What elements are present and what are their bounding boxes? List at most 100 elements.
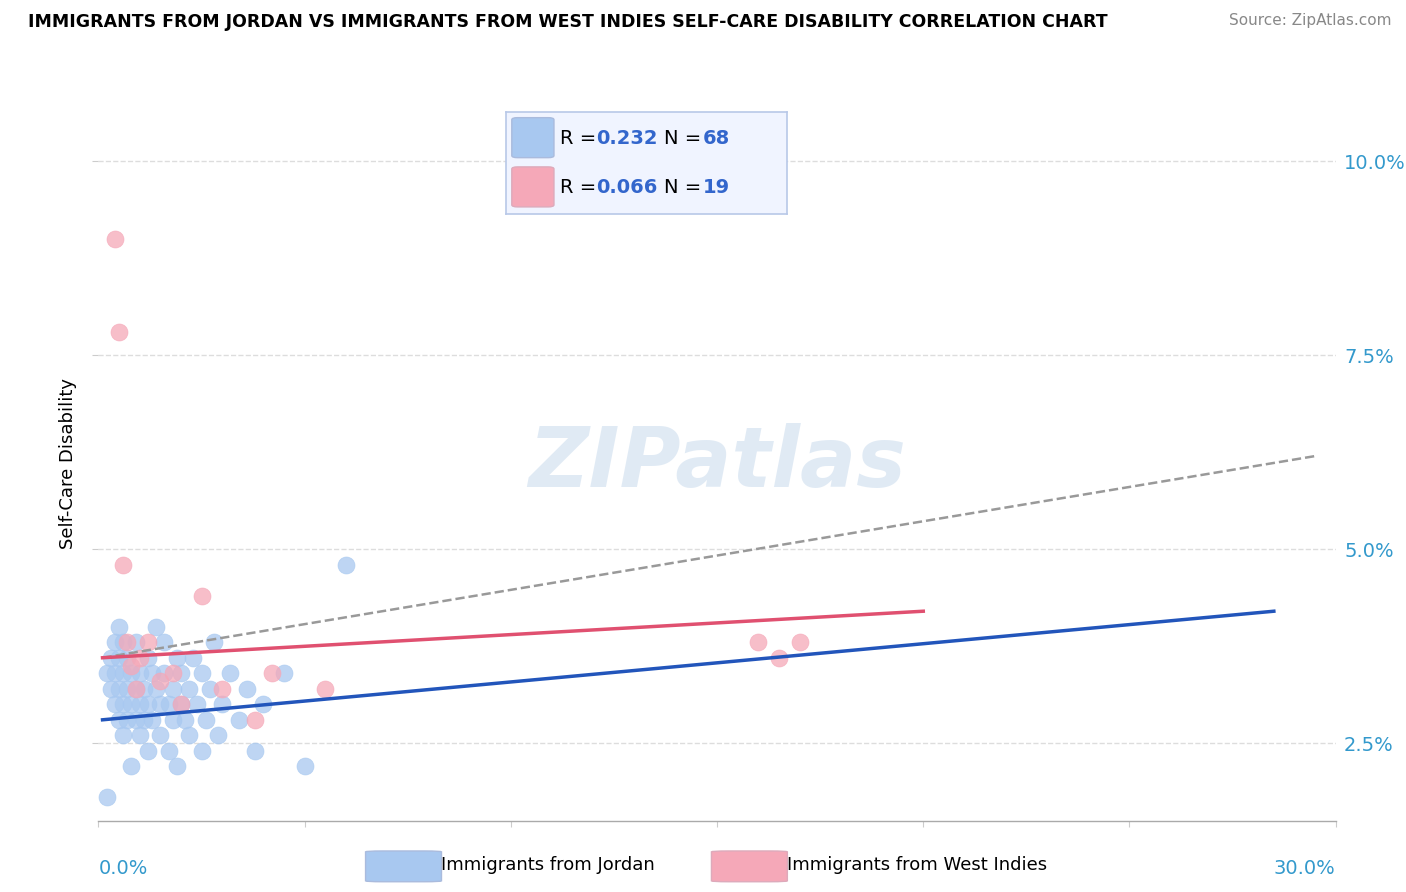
Point <box>194 713 217 727</box>
Point <box>108 681 131 696</box>
Point <box>104 698 127 712</box>
Text: IMMIGRANTS FROM JORDAN VS IMMIGRANTS FROM WEST INDIES SELF-CARE DISABILITY CORRE: IMMIGRANTS FROM JORDAN VS IMMIGRANTS FRO… <box>28 13 1108 31</box>
Point <box>108 713 131 727</box>
Point <box>104 635 127 649</box>
Point <box>174 713 197 727</box>
Point <box>179 681 201 696</box>
Point <box>243 713 266 727</box>
Text: 0.0%: 0.0% <box>98 859 148 879</box>
Point <box>170 666 193 681</box>
Point <box>132 713 155 727</box>
Point <box>211 698 233 712</box>
FancyBboxPatch shape <box>512 167 554 207</box>
Point <box>112 635 135 649</box>
Point <box>149 673 172 688</box>
Point <box>162 681 184 696</box>
Point <box>335 558 357 572</box>
Point <box>181 650 204 665</box>
Point <box>252 698 274 712</box>
Point <box>128 666 150 681</box>
Text: Immigrants from West Indies: Immigrants from West Indies <box>787 856 1047 874</box>
FancyBboxPatch shape <box>711 851 787 881</box>
Point <box>132 681 155 696</box>
Point <box>108 650 131 665</box>
Point <box>136 744 159 758</box>
Point <box>120 698 142 712</box>
Point <box>314 681 336 696</box>
Point <box>294 759 316 773</box>
Point <box>243 744 266 758</box>
Point <box>166 759 188 773</box>
Point <box>117 650 139 665</box>
Point <box>162 666 184 681</box>
Point <box>747 635 769 649</box>
Point <box>149 698 172 712</box>
Point <box>141 713 163 727</box>
Point <box>124 635 146 649</box>
Point <box>162 713 184 727</box>
Text: 0.232: 0.232 <box>596 128 658 148</box>
Point <box>108 620 131 634</box>
Point <box>236 681 259 696</box>
Text: 0.066: 0.066 <box>596 178 658 197</box>
Text: ZIPatlas: ZIPatlas <box>529 424 905 504</box>
Point <box>108 325 131 339</box>
Point <box>190 744 212 758</box>
Point <box>117 635 139 649</box>
Point <box>124 681 146 696</box>
Point <box>228 713 250 727</box>
Point <box>198 681 221 696</box>
Point <box>104 666 127 681</box>
Point <box>273 666 295 681</box>
Point <box>117 713 139 727</box>
Point <box>186 698 208 712</box>
Point <box>153 666 176 681</box>
Text: R =: R = <box>560 178 602 197</box>
Point <box>120 658 142 673</box>
Text: N =: N = <box>664 178 707 197</box>
Point <box>207 728 229 742</box>
Text: Source: ZipAtlas.com: Source: ZipAtlas.com <box>1229 13 1392 29</box>
Text: 30.0%: 30.0% <box>1274 859 1336 879</box>
Text: 68: 68 <box>703 128 730 148</box>
FancyBboxPatch shape <box>512 118 554 158</box>
Point <box>179 728 201 742</box>
Point <box>166 650 188 665</box>
Point <box>136 698 159 712</box>
Point <box>120 666 142 681</box>
Text: R =: R = <box>560 128 602 148</box>
Point <box>211 681 233 696</box>
Point <box>153 635 176 649</box>
Point <box>157 744 180 758</box>
Point <box>112 558 135 572</box>
Point <box>117 681 139 696</box>
Point <box>104 232 127 246</box>
Point <box>100 681 122 696</box>
Point <box>157 698 180 712</box>
Point <box>190 666 212 681</box>
Y-axis label: Self-Care Disability: Self-Care Disability <box>59 378 77 549</box>
Point <box>202 635 225 649</box>
Point <box>149 728 172 742</box>
Point <box>136 650 159 665</box>
Point <box>219 666 242 681</box>
Point <box>124 681 146 696</box>
Point <box>145 620 167 634</box>
Point <box>170 698 193 712</box>
Point <box>768 650 790 665</box>
Point <box>120 759 142 773</box>
Point <box>789 635 811 649</box>
Point <box>112 698 135 712</box>
Point <box>128 698 150 712</box>
Point <box>96 790 118 805</box>
Point <box>190 589 212 603</box>
Text: Immigrants from Jordan: Immigrants from Jordan <box>441 856 655 874</box>
FancyBboxPatch shape <box>366 851 441 881</box>
Point <box>128 728 150 742</box>
Point <box>96 666 118 681</box>
Point <box>128 650 150 665</box>
Point <box>124 713 146 727</box>
Point <box>112 666 135 681</box>
Point <box>100 650 122 665</box>
Point <box>136 635 159 649</box>
